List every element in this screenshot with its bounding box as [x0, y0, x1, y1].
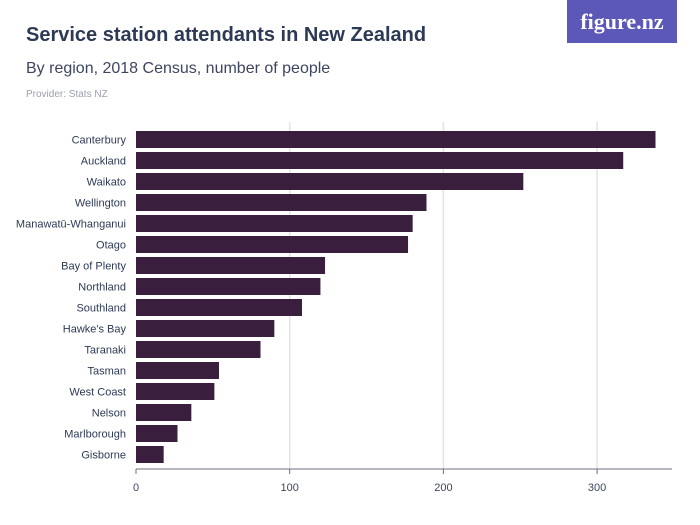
bar-nelson: [136, 404, 192, 421]
bar-hawke-s-bay: [136, 320, 275, 337]
category-label: Hawke's Bay: [63, 324, 127, 336]
bar-canterbury: [136, 131, 656, 148]
x-tick-label: 0: [133, 482, 139, 494]
category-label: Tasman: [87, 366, 126, 378]
provider-text: Provider: Stats NZ: [26, 89, 108, 100]
bar-marlborough: [136, 425, 178, 442]
category-label: Waikato: [87, 177, 126, 189]
bar-manawat-whanganui: [136, 215, 413, 232]
bar-wellington: [136, 194, 427, 211]
category-label: Northland: [78, 282, 126, 294]
category-label: Auckland: [81, 156, 126, 168]
bar-northland: [136, 278, 321, 295]
bar-bay-of-plenty: [136, 257, 326, 274]
figure-nz-logo[interactable]: figure.nz: [567, 0, 677, 43]
bar-tasman: [136, 362, 219, 379]
bar-auckland: [136, 152, 624, 169]
category-label: Wellington: [75, 198, 126, 210]
category-label: Taranaki: [84, 345, 126, 357]
category-label: West Coast: [69, 387, 126, 399]
category-label: Marlborough: [64, 429, 126, 441]
x-tick-label: 300: [588, 482, 606, 494]
bar-gisborne: [136, 446, 164, 463]
category-label: Bay of Plenty: [61, 261, 126, 273]
bar-otago: [136, 236, 409, 253]
chart-subtitle: By region, 2018 Census, number of people: [26, 60, 331, 77]
bar-waikato: [136, 173, 524, 190]
bar-southland: [136, 299, 302, 316]
category-label: Manawatū-Whanganui: [16, 219, 126, 231]
bar-west-coast: [136, 383, 215, 400]
category-label: Canterbury: [72, 135, 127, 147]
category-label: Gisborne: [81, 450, 126, 462]
x-tick-label: 200: [434, 482, 452, 494]
category-label: Nelson: [92, 408, 126, 420]
category-label: Southland: [76, 303, 126, 315]
category-label: Otago: [96, 240, 126, 252]
chart-title: Service station attendants in New Zealan…: [26, 24, 427, 46]
bar-taranaki: [136, 341, 261, 358]
x-tick-label: 100: [281, 482, 299, 494]
